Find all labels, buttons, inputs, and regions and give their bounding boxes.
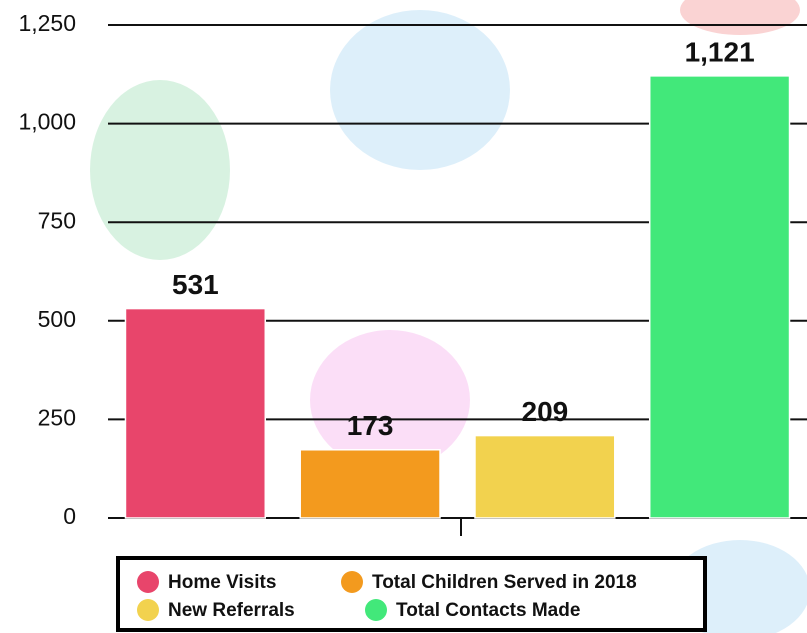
legend-label: Total Contacts Made	[396, 600, 580, 621]
data-label: 209	[522, 396, 569, 427]
chart: 0 250 500 750 1,000 1,250 531 173 209 1,121 Home V…	[0, 0, 807, 633]
y-tick-label: 750	[38, 207, 76, 233]
y-tick-label: 1,000	[18, 109, 76, 135]
legend-label: New Referrals	[168, 600, 295, 621]
bar	[300, 450, 440, 518]
bar	[650, 76, 790, 518]
bar	[475, 436, 615, 518]
legend-marker	[341, 571, 363, 593]
data-label: 173	[347, 410, 394, 441]
y-tick-label: 250	[38, 404, 76, 430]
data-label: 531	[172, 269, 219, 300]
legend-marker	[365, 599, 387, 621]
legend-marker	[137, 599, 159, 621]
data-label: 1,121	[685, 36, 755, 67]
bar	[125, 309, 265, 518]
legend-label: Home Visits	[168, 572, 276, 593]
y-tick-label: 500	[38, 306, 76, 332]
legend-label: Total Children Served in 2018	[372, 572, 637, 593]
y-tick-label: 1,250	[18, 10, 76, 36]
page: {"chart_data": {"type": "bar", "series":…	[0, 0, 807, 633]
y-tick-label: 0	[63, 503, 76, 529]
legend-marker	[137, 571, 159, 593]
